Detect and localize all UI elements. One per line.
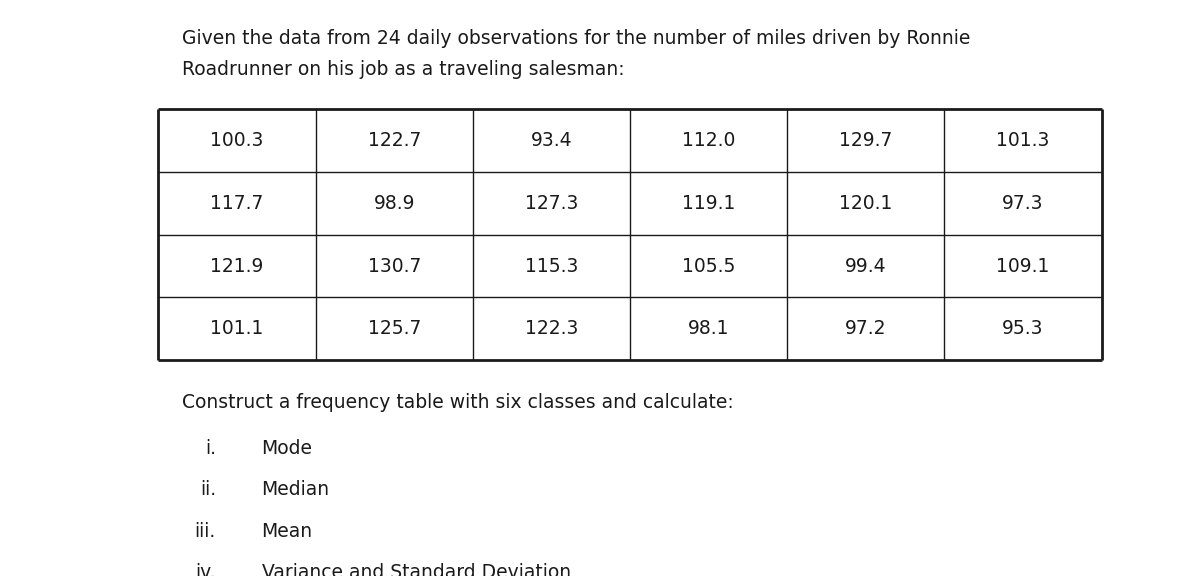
- Text: 100.3: 100.3: [210, 131, 264, 150]
- Text: 125.7: 125.7: [367, 319, 421, 338]
- Text: 115.3: 115.3: [524, 256, 578, 275]
- Text: Mode: Mode: [262, 439, 312, 458]
- Text: 112.0: 112.0: [682, 131, 736, 150]
- Text: 105.5: 105.5: [682, 256, 736, 275]
- Text: 97.2: 97.2: [845, 319, 887, 338]
- Text: 129.7: 129.7: [839, 131, 893, 150]
- Text: 93.4: 93.4: [530, 131, 572, 150]
- Text: 101.3: 101.3: [996, 131, 1050, 150]
- Text: 122.3: 122.3: [524, 319, 578, 338]
- Text: 98.9: 98.9: [373, 194, 415, 213]
- Text: 121.9: 121.9: [210, 256, 264, 275]
- Text: 99.4: 99.4: [845, 256, 887, 275]
- Text: 120.1: 120.1: [839, 194, 893, 213]
- Text: ii.: ii.: [200, 480, 216, 499]
- Text: Mean: Mean: [262, 522, 313, 541]
- Text: 98.1: 98.1: [688, 319, 730, 338]
- Text: Roadrunner on his job as a traveling salesman:: Roadrunner on his job as a traveling sal…: [182, 60, 625, 79]
- Text: 101.1: 101.1: [210, 319, 264, 338]
- Text: Median: Median: [262, 480, 330, 499]
- Text: 117.7: 117.7: [210, 194, 264, 213]
- Text: Variance and Standard Deviation: Variance and Standard Deviation: [262, 563, 571, 576]
- Text: 109.1: 109.1: [996, 256, 1050, 275]
- Text: Construct a frequency table with six classes and calculate:: Construct a frequency table with six cla…: [182, 393, 734, 412]
- Text: 130.7: 130.7: [367, 256, 421, 275]
- Text: 122.7: 122.7: [367, 131, 421, 150]
- Text: 95.3: 95.3: [1002, 319, 1044, 338]
- Text: 97.3: 97.3: [1002, 194, 1044, 213]
- Text: i.: i.: [205, 439, 216, 458]
- Text: 127.3: 127.3: [524, 194, 578, 213]
- Text: iv.: iv.: [196, 563, 216, 576]
- Text: iii.: iii.: [194, 522, 216, 541]
- Text: 119.1: 119.1: [682, 194, 736, 213]
- Text: Given the data from 24 daily observations for the number of miles driven by Ronn: Given the data from 24 daily observation…: [182, 29, 971, 48]
